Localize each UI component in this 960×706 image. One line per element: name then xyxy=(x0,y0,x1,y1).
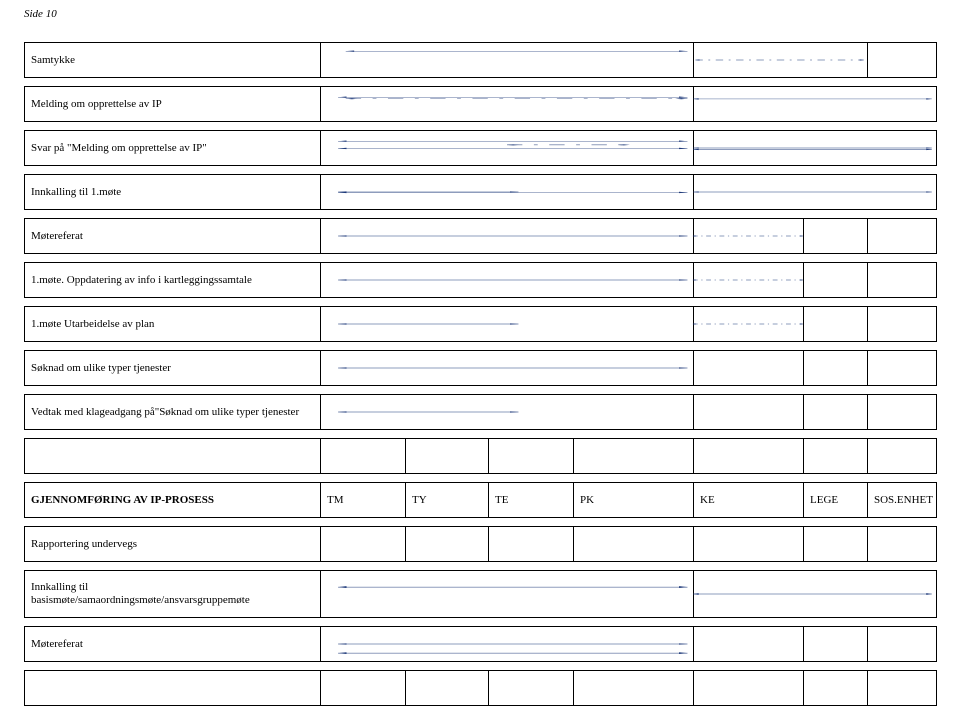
arrow-host xyxy=(315,571,699,617)
process-row-melding-opprettelse: Melding om opprettelse av IP xyxy=(25,87,937,122)
cell-sos xyxy=(868,263,937,298)
cell-tm xyxy=(321,175,694,210)
blank-row xyxy=(25,439,937,474)
cell-te xyxy=(489,527,574,562)
arrow-host xyxy=(688,571,942,617)
cell-sos xyxy=(868,307,937,342)
row-label: Rapportering undervegs xyxy=(25,527,321,562)
arrow-host xyxy=(688,175,942,209)
cell-ke xyxy=(694,219,804,254)
row-label: Svar på "Melding om opprettelse av IP" xyxy=(25,131,321,166)
row-label: Innkalling tilbasismøte/samaordningsmøte… xyxy=(25,571,321,618)
process-row-soknad-tjenester: Søknad om ulike typer tjenester xyxy=(25,351,937,386)
cell-tm xyxy=(321,351,694,386)
col-header-ke: KE xyxy=(694,483,804,518)
process-row-motereferat-1: Møtereferat xyxy=(25,219,937,254)
arrow-host xyxy=(688,219,809,253)
cell-ke xyxy=(694,131,937,166)
cell-sos xyxy=(868,527,937,562)
cell-lege xyxy=(804,395,868,430)
cell-ke xyxy=(694,87,937,122)
process-row-innkalling-1mote: Innkalling til 1.møte xyxy=(25,175,937,210)
row-label: 1.møte. Oppdatering av info i kartleggin… xyxy=(25,263,321,298)
col-header-te: TE xyxy=(489,483,574,518)
cell-lege xyxy=(804,527,868,562)
col-header-ty: TY xyxy=(406,483,489,518)
col-header-sos: SOS.ENHET xyxy=(868,483,937,518)
col-header-lege: LEGE xyxy=(804,483,868,518)
cell-ke xyxy=(694,627,804,662)
cell-lege xyxy=(804,351,868,386)
cell-tm xyxy=(321,307,694,342)
cell-sos xyxy=(868,351,937,386)
cell-sos xyxy=(868,627,937,662)
section-header-row: GJENNOMFØRING AV IP-PROSESS TM TY TE PK … xyxy=(25,483,937,518)
process-row-utarbeidelse-plan: 1.møte Utarbeidelse av plan xyxy=(25,307,937,342)
arrow-host xyxy=(315,43,699,77)
cell-tm xyxy=(321,87,694,122)
process-row-innkalling-basismote: Innkalling tilbasismøte/samaordningsmøte… xyxy=(25,571,937,618)
blank-row xyxy=(25,671,937,706)
process-row-samtykke: Samtykke xyxy=(25,43,937,78)
col-header-tm: TM xyxy=(321,483,406,518)
cell-sos xyxy=(868,219,937,254)
cell-lege xyxy=(804,219,868,254)
arrow-host xyxy=(315,175,699,209)
cell-sos xyxy=(868,395,937,430)
row-label: Samtykke xyxy=(25,43,321,78)
arrow-host xyxy=(315,219,699,253)
cell-ke xyxy=(694,307,804,342)
cell-lege xyxy=(804,307,868,342)
cell-ke xyxy=(694,351,804,386)
process-row-motereferat-2: Møtereferat xyxy=(25,627,937,662)
cell-tm xyxy=(321,219,694,254)
cell-tm xyxy=(321,571,694,618)
cell-tm xyxy=(321,627,694,662)
cell-ke xyxy=(694,175,937,210)
cell-tm xyxy=(321,527,406,562)
cell-tm xyxy=(321,131,694,166)
arrow-host xyxy=(688,131,942,165)
arrow-host xyxy=(315,263,699,297)
row-label: 1.møte Utarbeidelse av plan xyxy=(25,307,321,342)
arrow-host xyxy=(315,351,699,385)
arrow-host xyxy=(688,43,873,77)
cell-ke xyxy=(694,263,804,298)
arrow-host xyxy=(688,263,809,297)
cell-ke xyxy=(694,43,868,78)
process-row-vedtak-klageadgang: Vedtak med klageadgang på"Søknad om ulik… xyxy=(25,395,937,430)
cell-sos xyxy=(868,43,937,78)
arrow-host xyxy=(315,87,699,121)
section-title: GJENNOMFØRING AV IP-PROSESS xyxy=(25,483,321,518)
process-row-rapportering-undervegs: Rapportering undervegs xyxy=(25,527,937,562)
row-label: Møtereferat xyxy=(25,219,321,254)
cell-ke xyxy=(694,395,804,430)
row-label: Møtereferat xyxy=(25,627,321,662)
process-row-oppdatering-kartlegging: 1.møte. Oppdatering av info i kartleggin… xyxy=(25,263,937,298)
row-label: Søknad om ulike typer tjenester xyxy=(25,351,321,386)
cell-ty xyxy=(406,527,489,562)
cell-lege xyxy=(804,263,868,298)
cell-lege xyxy=(804,627,868,662)
cell-ke xyxy=(694,527,804,562)
arrow-host xyxy=(315,131,699,165)
arrow-host xyxy=(688,87,942,121)
cell-tm xyxy=(321,395,694,430)
cell-tm xyxy=(321,43,694,78)
process-row-svar-melding: Svar på "Melding om opprettelse av IP" xyxy=(25,131,937,166)
arrow-host xyxy=(315,627,699,661)
row-label: Innkalling til 1.møte xyxy=(25,175,321,210)
cell-ke xyxy=(694,571,937,618)
arrow-host xyxy=(315,307,699,341)
col-header-pk: PK xyxy=(574,483,694,518)
arrow-host xyxy=(688,307,809,341)
row-label: Vedtak med klageadgang på"Søknad om ulik… xyxy=(25,395,321,430)
arrow-host xyxy=(315,395,699,429)
cell-pk xyxy=(574,527,694,562)
cell-tm xyxy=(321,263,694,298)
page-number: Side 10 xyxy=(24,8,936,20)
process-table: Samtykke Melding om opprettelse av IP Sv… xyxy=(24,42,937,706)
row-label: Melding om opprettelse av IP xyxy=(25,87,321,122)
